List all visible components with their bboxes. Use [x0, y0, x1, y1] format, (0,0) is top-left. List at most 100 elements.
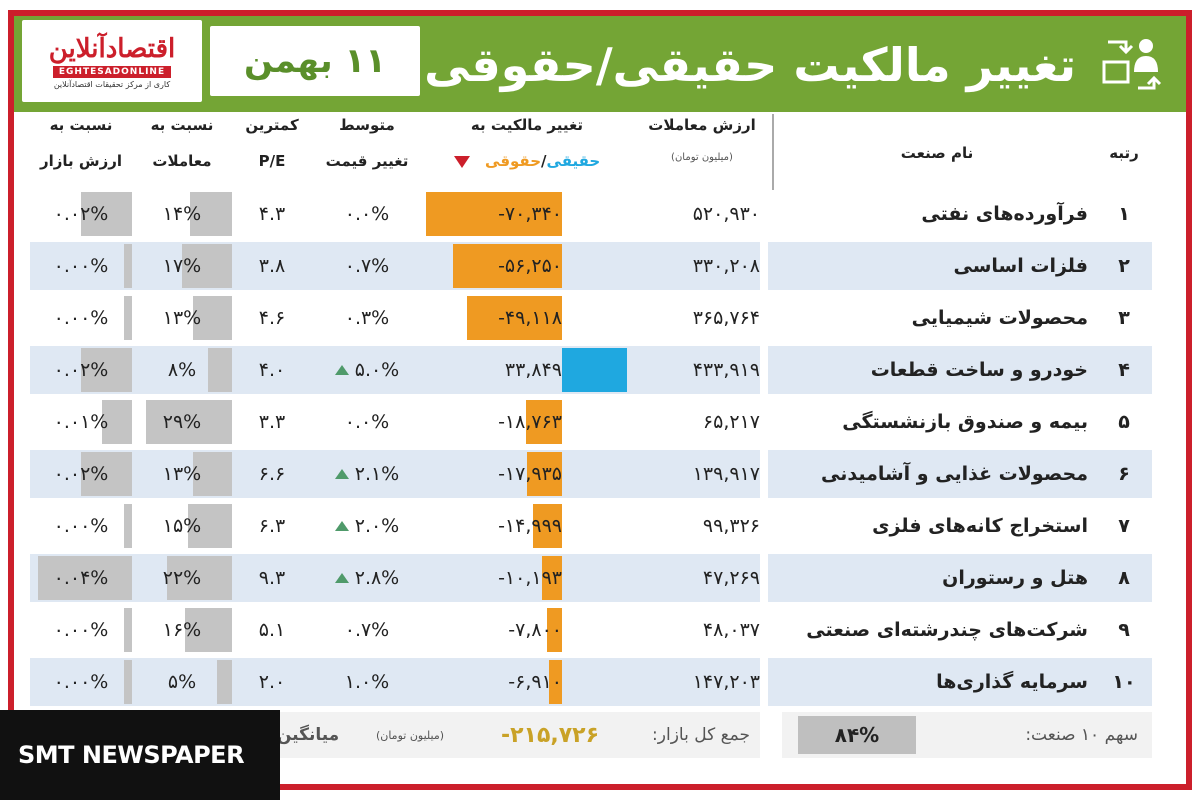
min-pe: ۶.۳ [258, 515, 286, 537]
ownership-change-bar [526, 400, 562, 444]
ownership-change-bar [527, 452, 562, 496]
trade-value: ۳۶۵,۷۶۴ [692, 307, 760, 329]
market-ratio-bar [81, 452, 132, 496]
col-industry: نام صنعت [900, 144, 974, 162]
logo-wordmark: اقتصادآنلاین [48, 33, 177, 64]
col-min-pe: کمترین P/E [245, 116, 299, 170]
ownership-change-bar [562, 348, 627, 392]
ownership-change-bar [467, 296, 562, 340]
share-value: ۸۴% [798, 716, 916, 754]
col-trade-value: ارزش معاملات (میلیون تومان) [648, 116, 756, 163]
trade-ratio-bar [146, 400, 232, 444]
market-ratio-bar [81, 348, 132, 392]
trade-ratio-bar [188, 504, 232, 548]
market-ratio: ۰.۰۱% [53, 411, 109, 433]
market-ratio-bar [124, 296, 132, 340]
col-ownership-change: تغییر مالکیت به حقیقی/حقوقی [422, 104, 632, 190]
trade-ratio-bar [182, 244, 232, 288]
trade-ratio: ۲۲% [162, 567, 202, 589]
table-row: ۱۰ سرمایه گذاری‌ها ۱۴۷,۲۰۳ -۶,۹۱۰ ۱.۰% ۲.۰ ۵% ۰… [22, 658, 1152, 706]
ownership-change-value: -۱۰,۱۹۳ [498, 567, 562, 589]
min-pe: ۶.۶ [258, 463, 286, 485]
market-ratio: ۰.۰۰% [53, 307, 109, 329]
share-summary: سهم ۱۰ صنعت: ۸۴% [782, 712, 1152, 758]
market-ratio-bar [81, 192, 132, 236]
industry-name: فلزات اساسی [953, 255, 1088, 277]
min-pe: ۴.۳ [258, 203, 286, 225]
industry-name: بیمه و صندوق بازنشستگی [842, 411, 1088, 433]
avg-price-change: ۰.۰% [344, 411, 390, 433]
ownership-change-bar [547, 608, 562, 652]
trade-ratio-bar [185, 608, 232, 652]
table-row: ۵ بیمه و صندوق بازنشستگی ۶۵,۲۱۷ -۱۸,۷۶۳ ۰.۰%… [22, 398, 1152, 446]
market-ratio-bar [124, 504, 132, 548]
market-ratio: ۰.۰۰% [53, 671, 109, 693]
min-pe: ۴.۰ [258, 359, 286, 381]
table-row: ۴ خودرو و ساخت قطعات ۴۳۳,۹۱۹ ۳۳,۸۴۹ ۵.۰% ۴.۰ ۸… [22, 346, 1152, 394]
market-ratio-bar [124, 660, 132, 704]
legend-real: حقیقی [546, 152, 601, 170]
logo-tagline: کاری از مرکز تحقیقات اقتصادآنلاین [53, 79, 171, 89]
trade-value: ۴۳۳,۹۱۹ [692, 359, 760, 381]
industry-name: محصولات غذایی و آشامیدنی [821, 463, 1088, 485]
trade-ratio: ۱۴% [162, 203, 202, 225]
table-row: ۳ محصولات شیمیایی ۳۶۵,۷۶۴ -۴۹,۱۱۸ ۰.۳% ۴.۶ ۱۳%… [22, 294, 1152, 342]
ownership-change-bar [426, 192, 562, 236]
up-triangle-icon [334, 469, 349, 479]
ownership-change-value: -۵۶,۲۵۰ [498, 255, 562, 277]
industry-name: استخراج کانه‌های فلزی [872, 515, 1088, 537]
ownership-change-value: -۱۸,۷۶۳ [498, 411, 562, 433]
col-avg-price-change: متوسط تغییر قیمت [325, 116, 409, 170]
table-row: ۸ هتل و رستوران ۴۷,۲۶۹ -۱۰,۱۹۳ ۲.۸% ۹.۳ ۲۲% ۰.۰… [22, 554, 1152, 602]
trade-value: ۱۳۹,۹۱۷ [692, 463, 760, 485]
ownership-transfer-icon [1102, 39, 1162, 90]
industry-name: محصولات شیمیایی [911, 307, 1088, 329]
up-triangle-icon [334, 521, 349, 531]
average-label: میانگین [276, 725, 340, 745]
logo-english: EGHTESADONLINE [52, 65, 172, 78]
rank-cell: ۵ [1118, 411, 1130, 433]
watermark-text: SMT NEWSPAPER [18, 741, 245, 769]
ownership-change-value: -۷,۸۰۰ [508, 619, 562, 641]
trade-value: ۴۸,۰۳۷ [702, 619, 760, 641]
trade-value: ۶۵,۲۱۷ [702, 411, 760, 433]
col-rank: رتبه [1109, 144, 1139, 162]
avg-price-change: ۰.۳% [344, 307, 390, 329]
table-row: ۷ استخراج کانه‌های فلزی ۹۹,۳۲۶ -۱۴,۹۹۹ ۲.۰% ۶… [22, 502, 1152, 550]
min-pe: ۹.۳ [258, 567, 286, 589]
industry-name: شرکت‌های چندرشته‌ای صنعتی [806, 619, 1088, 641]
avg-price-change: ۰.۷% [344, 619, 390, 641]
row-background [768, 658, 1152, 706]
min-pe: ۳.۸ [258, 255, 286, 277]
row-background [30, 554, 760, 602]
legend-separator: / [541, 152, 547, 170]
market-ratio: ۰.۰۴% [53, 567, 109, 589]
trade-ratio: ۱۵% [162, 515, 202, 537]
table-row: ۲ فلزات اساسی ۳۳۰,۲۰۸ -۵۶,۲۵۰ ۰.۷% ۳.۸ ۱۷% ۰.۰۰… [22, 242, 1152, 290]
ownership-change-value: -۶,۹۱۰ [508, 671, 562, 693]
trade-ratio: ۱۶% [162, 619, 202, 641]
min-pe: ۴.۶ [258, 307, 286, 329]
ownership-change-bar [533, 504, 562, 548]
rank-cell: ۱۰ [1112, 671, 1136, 693]
min-pe: ۵.۱ [258, 619, 286, 641]
rank-cell: ۲ [1118, 255, 1130, 277]
row-background [30, 346, 760, 394]
industry-name: هتل و رستوران [942, 567, 1088, 589]
avg-price-change: ۰.۰% [344, 203, 390, 225]
trade-ratio-bar [217, 660, 232, 704]
market-ratio: ۰.۰۰% [53, 515, 109, 537]
trade-ratio: ۱۳% [162, 463, 202, 485]
trade-value: ۵۲۰,۹۳۰ [692, 203, 760, 225]
industry-name: خودرو و ساخت قطعات [870, 359, 1088, 381]
industry-name: فرآورده‌های نفتی [921, 203, 1088, 225]
total-label: جمع کل بازار: [652, 725, 750, 745]
trade-value: ۳۳۰,۲۰۸ [692, 255, 760, 277]
col-market-ratio: نسبت به ارزش بازار [39, 116, 122, 170]
rank-cell: ۷ [1118, 515, 1130, 537]
total-value: -۲۱۵,۷۲۶ [500, 722, 600, 748]
row-background [768, 450, 1152, 498]
trade-ratio: ۵% [167, 671, 197, 693]
ownership-change-bar [453, 244, 562, 288]
rank-cell: ۸ [1118, 567, 1130, 589]
